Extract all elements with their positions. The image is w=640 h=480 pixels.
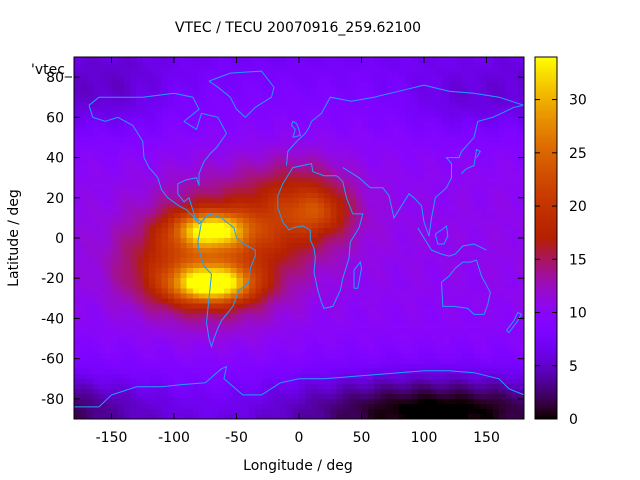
y-tick-label: -20 — [41, 271, 64, 287]
coastline-britain — [290, 120, 301, 138]
y-tick-label: 0 — [55, 231, 64, 247]
y-tick-label: 60 — [46, 110, 64, 126]
coastline-new-zealand — [506, 311, 523, 334]
coastline-south-asia — [342, 104, 525, 237]
colorbar-tick-label: 10 — [569, 306, 587, 322]
colorbar-tick-label: 20 — [569, 199, 587, 215]
legend-key-label: 'vtec_ — [31, 62, 73, 78]
colorbar-ticks: 0 5 10 15 20 25 30 — [535, 93, 587, 428]
heatmap-raster — [74, 57, 524, 419]
y-tick-label: 80 — [46, 70, 64, 86]
plot-area — [73, 56, 525, 420]
colorbar-frame — [534, 56, 558, 420]
y-tick-label: -60 — [41, 352, 64, 368]
coastline-layer — [74, 70, 525, 408]
x-axis-label: Longitude / deg — [243, 458, 353, 474]
y-axis-label: Latitude / deg — [6, 189, 22, 287]
colorbar-tick-label: 0 — [569, 412, 578, 428]
y-tick-label: -40 — [41, 311, 64, 327]
y-axis-ticks: -80 -60 -40 -20 0 20 40 60 80 — [41, 70, 524, 408]
colorbar-tick-label: 5 — [569, 359, 578, 375]
y-tick-label: 40 — [46, 151, 64, 167]
x-tick-label: -50 — [225, 430, 248, 446]
coastline-borneo — [434, 224, 449, 245]
coastline-indonesia — [417, 227, 487, 257]
coastline-north-america — [88, 92, 228, 225]
coastline-eurasia — [286, 84, 525, 166]
x-tick-label: 0 — [295, 430, 304, 446]
coastline-madagascar — [353, 260, 363, 289]
x-tick-label: 100 — [411, 430, 438, 446]
coastline-africa — [277, 163, 364, 309]
x-tick-label: -150 — [96, 430, 128, 446]
colorbar-tick-label: 30 — [569, 93, 587, 109]
chart-title: VTEC / TECU 20070916_259.62100 — [175, 20, 421, 36]
x-tick-label: 50 — [353, 430, 371, 446]
colorbar-gradient — [535, 57, 557, 419]
coastline-south-america — [197, 213, 256, 349]
colorbar-tick-label: 25 — [569, 146, 587, 162]
x-tick-label: -100 — [158, 430, 190, 446]
coastline-japan — [461, 148, 482, 174]
y-tick-label: 20 — [46, 191, 64, 207]
coastline-antarctica — [74, 365, 525, 408]
colorbar-tick-label: 15 — [569, 252, 587, 268]
x-tick-label: 150 — [473, 430, 500, 446]
y-tick-label: -80 — [41, 392, 64, 408]
colorbar: 0 5 10 15 20 25 30 — [534, 56, 587, 428]
coastline-australia — [441, 259, 491, 315]
coastline-greenland — [208, 70, 275, 118]
x-axis-ticks: -150 -100 -50 0 50 100 150 — [96, 57, 500, 446]
